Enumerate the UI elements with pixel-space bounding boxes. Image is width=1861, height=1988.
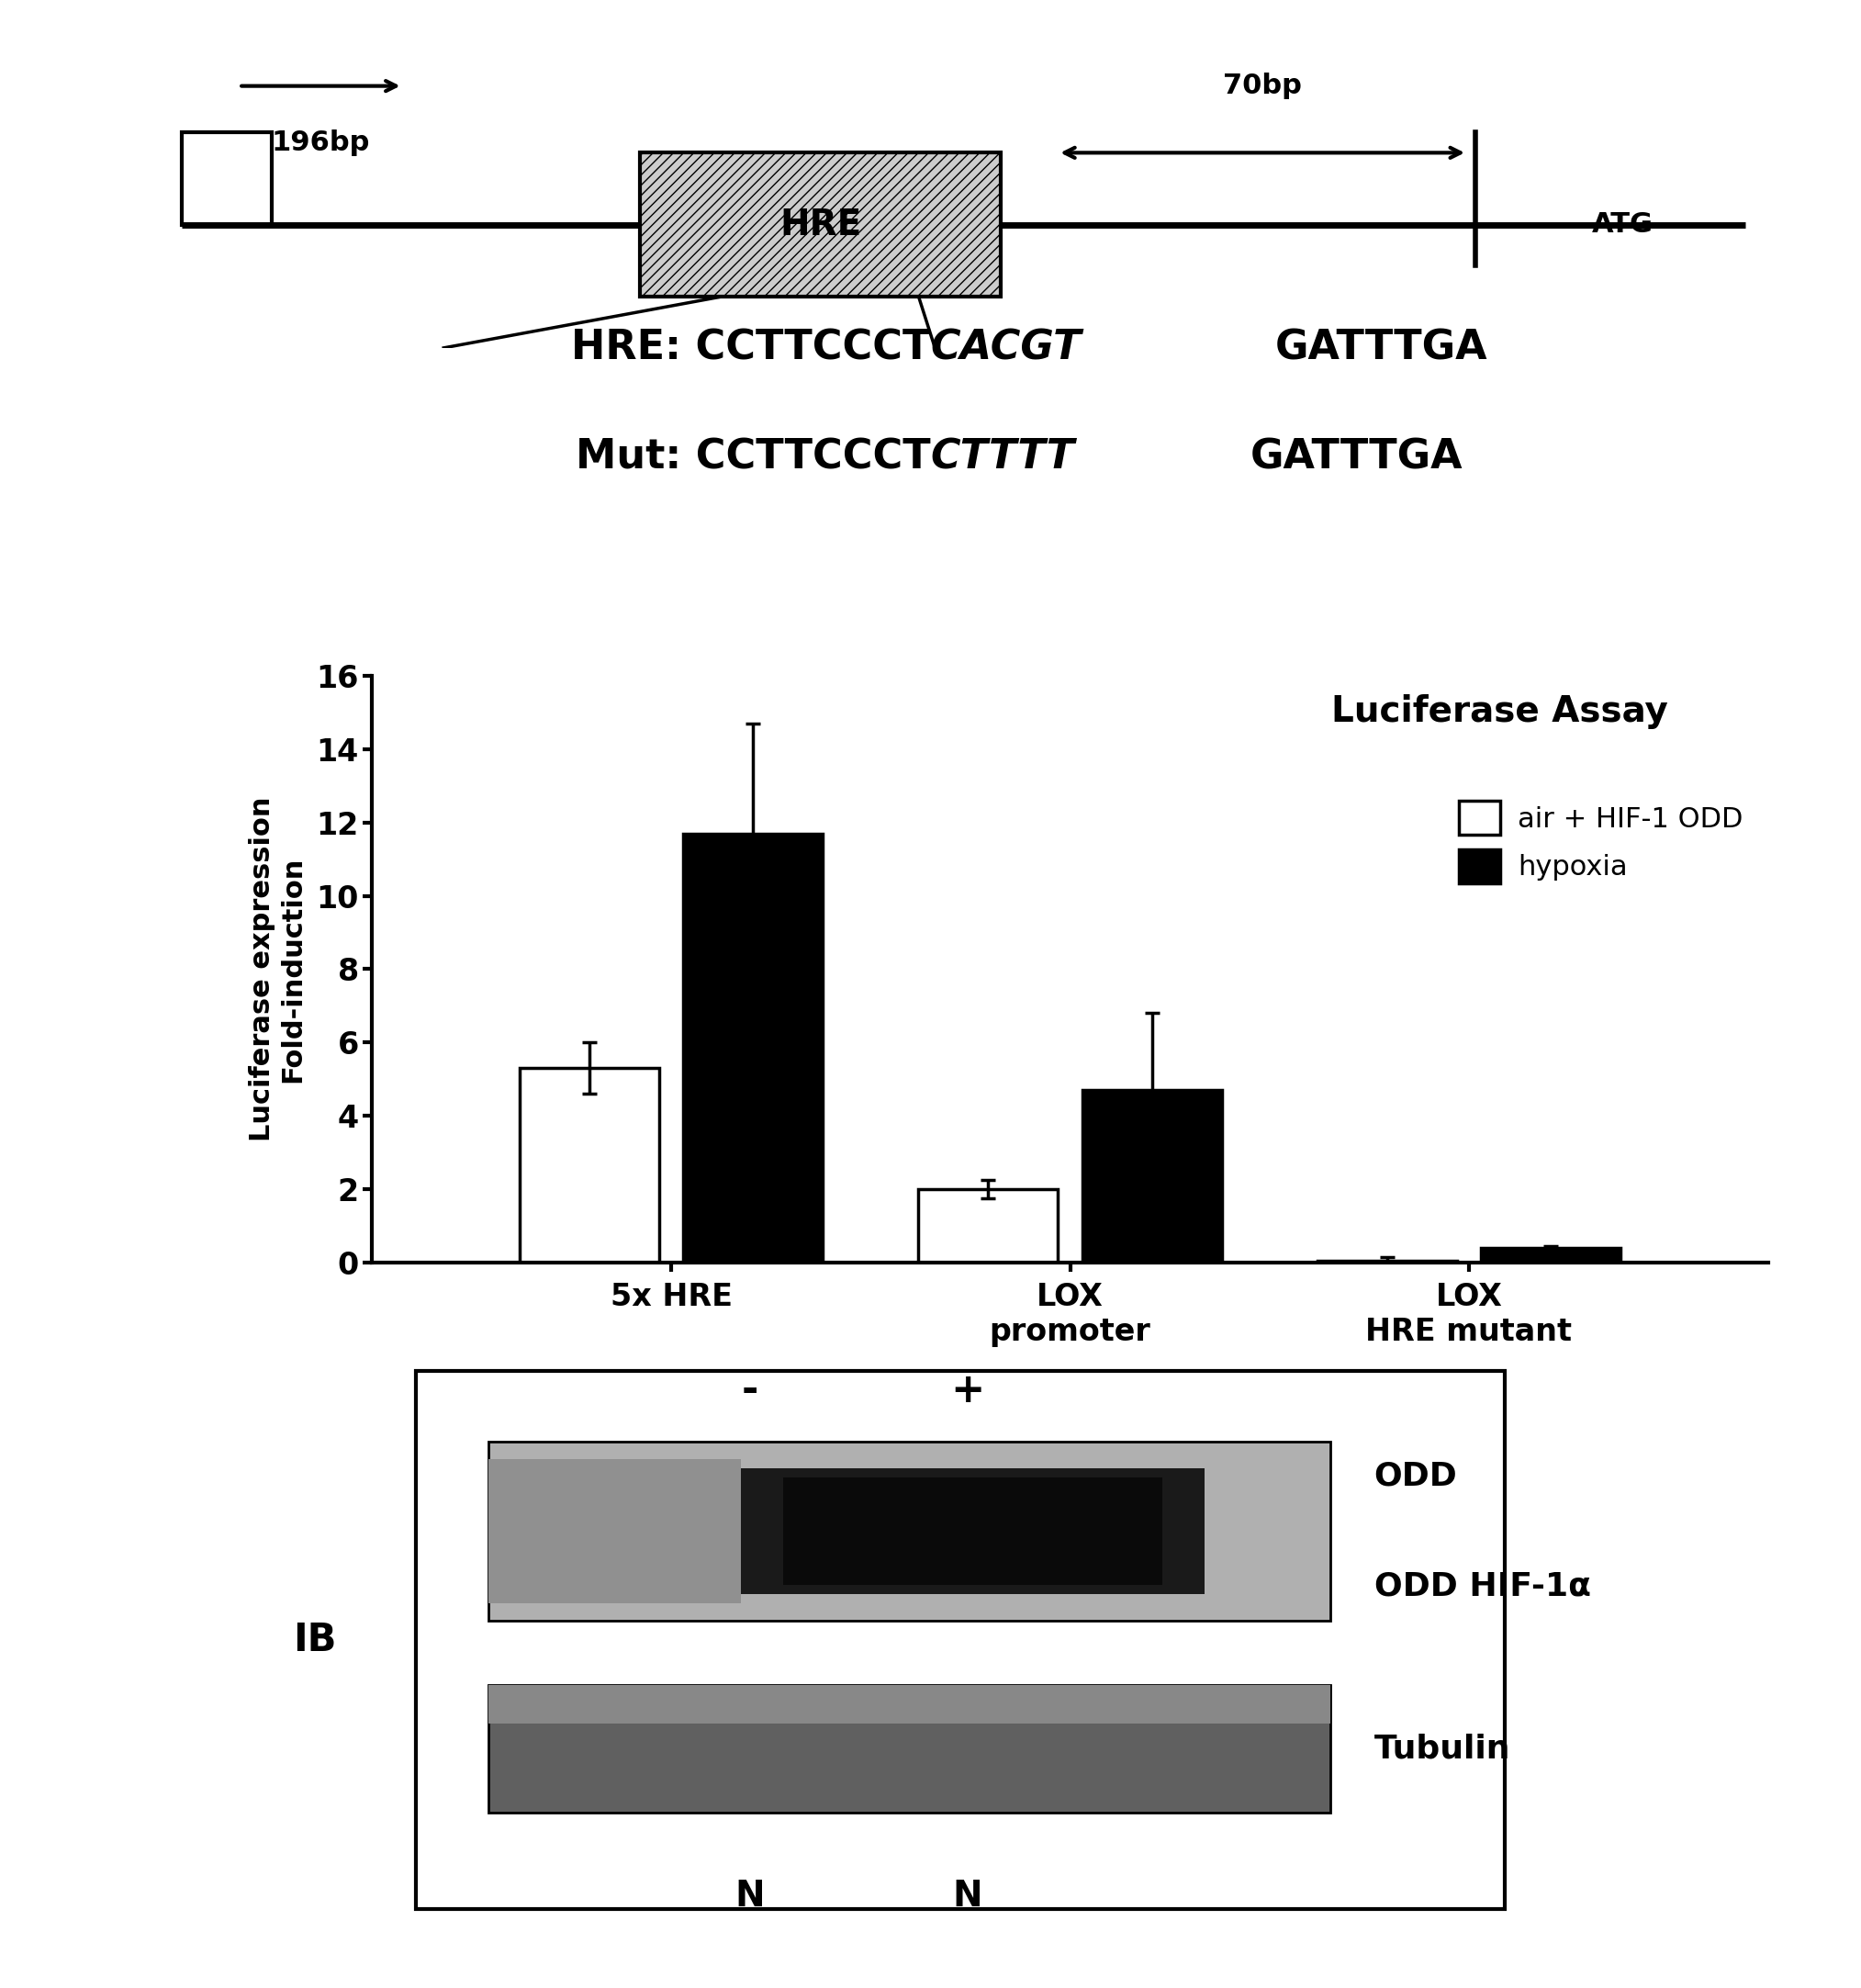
Text: HRE: HRE	[780, 207, 862, 243]
Text: ODD HIF-1α: ODD HIF-1α	[1373, 1571, 1591, 1602]
Text: HRE: CCTTCCCT: HRE: CCTTCCCT	[571, 328, 930, 368]
Text: CACGT: CACGT	[930, 328, 1081, 368]
Text: Tubulin: Tubulin	[1373, 1734, 1511, 1765]
Bar	[417, 1372, 1506, 1908]
Text: GATTTGA: GATTTGA	[1251, 437, 1463, 477]
Bar	[783, 1477, 1163, 1584]
Bar	[1081, 1089, 1221, 1262]
Bar	[741, 1469, 1204, 1594]
Text: ATG: ATG	[1591, 211, 1654, 239]
Text: +: +	[951, 1370, 984, 1409]
Text: 70bp: 70bp	[1223, 74, 1303, 99]
Bar	[489, 1441, 1331, 1620]
Bar	[489, 1686, 1331, 1724]
Text: N: N	[953, 1879, 983, 1914]
Text: Luciferase Assay: Luciferase Assay	[1331, 694, 1667, 730]
Text: CTTTT: CTTTT	[930, 437, 1076, 477]
Text: N: N	[735, 1879, 765, 1914]
Text: 196bp: 196bp	[272, 129, 370, 155]
Bar	[489, 1686, 1331, 1813]
Y-axis label: Luciferase expression
Fold-induction: Luciferase expression Fold-induction	[249, 797, 305, 1141]
Legend: air + HIF-1 ODD, hypoxia: air + HIF-1 ODD, hypoxia	[1448, 789, 1753, 895]
Bar	[1481, 1248, 1621, 1262]
Text: GATTTGA: GATTTGA	[1275, 328, 1487, 368]
Bar	[640, 153, 1001, 296]
Text: IB: IB	[292, 1620, 337, 1660]
Bar	[489, 1459, 741, 1602]
Text: Mut: CCTTCCCT: Mut: CCTTCCCT	[575, 437, 930, 477]
Bar	[182, 131, 272, 225]
Text: ODD: ODD	[1373, 1461, 1457, 1491]
Bar	[519, 1068, 659, 1262]
Text: -: -	[741, 1370, 759, 1409]
Bar	[683, 833, 823, 1262]
Bar	[919, 1189, 1059, 1262]
